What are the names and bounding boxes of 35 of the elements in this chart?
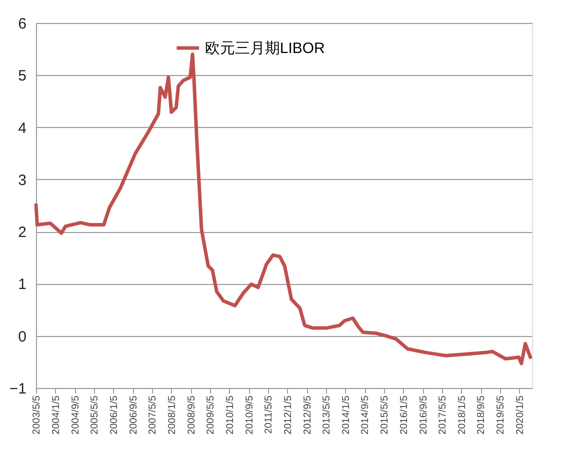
y-tick-label: 3 xyxy=(18,172,26,189)
x-tick-label: 2017/5/5 xyxy=(437,395,448,434)
y-tick-label: 0 xyxy=(18,328,26,346)
x-tick-label: 2009/5/5 xyxy=(206,395,217,434)
x-tick-label: 2016/9/5 xyxy=(418,395,430,434)
x-tick-label: 2014/9/5 xyxy=(360,395,372,434)
y-tick-label: 5 xyxy=(18,68,26,85)
x-tick-label: 2004/9/5 xyxy=(70,395,82,434)
x-tick-label: 2012/9/5 xyxy=(302,395,314,434)
x-tick-label: 2010/9/5 xyxy=(244,395,256,434)
x-tick-label: 2018/1/5 xyxy=(456,395,468,434)
x-tick-label: 2015/5/5 xyxy=(379,395,390,434)
x-tick-label: 2013/5/5 xyxy=(321,395,332,434)
x-tick-label: 2012/1/5 xyxy=(282,395,294,434)
x-tick-label: 2010/1/5 xyxy=(224,395,236,434)
x-tick-label: 2006/9/5 xyxy=(128,395,140,434)
y-tick-label: 1 xyxy=(18,276,26,294)
x-tick-label: 2019/5/5 xyxy=(495,395,506,434)
x-tick-label: 2004/1/5 xyxy=(50,395,62,434)
x-tick-label: 2020/1/5 xyxy=(514,395,526,434)
y-tick-label: 2 xyxy=(18,224,26,242)
legend-label: 欧元三月期LIBOR xyxy=(204,40,326,57)
y-tick-label: 4 xyxy=(18,120,26,137)
x-tick-label: 2011/5/5 xyxy=(263,395,274,434)
x-tick-label: 2014/1/5 xyxy=(340,395,352,434)
x-tick-label: 2008/9/5 xyxy=(186,395,198,434)
x-tick-label: 2016/1/5 xyxy=(398,395,410,434)
x-tick-label: 2008/1/5 xyxy=(166,395,178,434)
x-tick-label: 2007/5/5 xyxy=(147,395,158,434)
x-tick-label: 2003/5/5 xyxy=(32,395,42,434)
y-tick-label: 6 xyxy=(18,16,26,32)
x-tick-label: 2018/9/5 xyxy=(476,395,488,434)
x-tick-label: 2006/1/5 xyxy=(108,395,120,434)
y-tick-label: −1 xyxy=(9,380,26,398)
x-tick-label: 2005/5/5 xyxy=(90,395,101,434)
